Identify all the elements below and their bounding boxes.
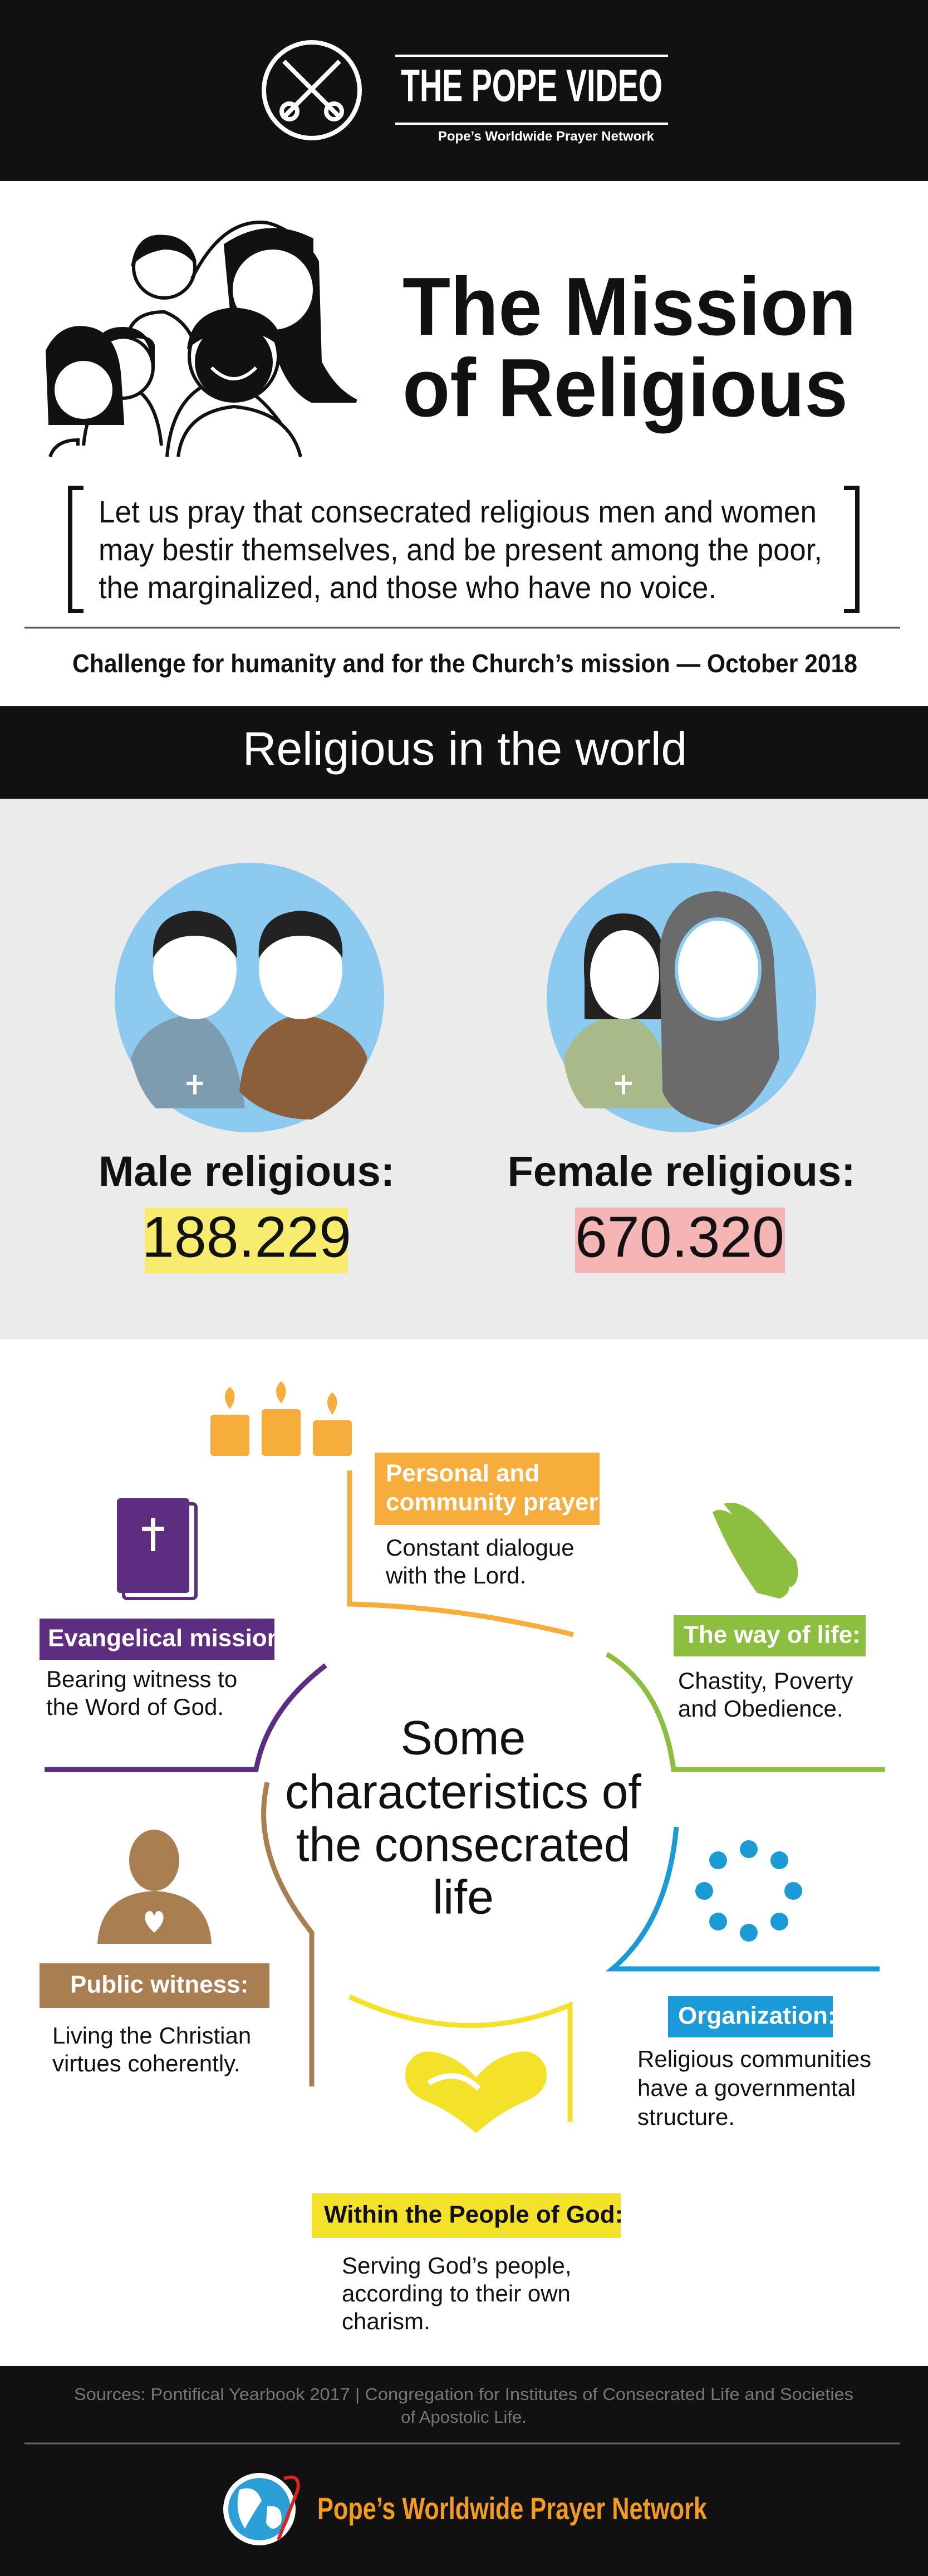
people-illustration bbox=[45, 221, 357, 458]
label-box bbox=[674, 1615, 866, 1656]
stat-highlight bbox=[575, 1208, 785, 1273]
item-title: Organization: bbox=[678, 2002, 836, 2030]
item-text: with the Lord. bbox=[385, 1562, 526, 1588]
male-icon bbox=[115, 863, 384, 1132]
item-title: Public witness: bbox=[70, 1971, 248, 1998]
footer bbox=[0, 2366, 928, 2576]
people-circle-icon bbox=[695, 1840, 802, 1942]
item-title: Personal and bbox=[386, 1460, 539, 1487]
candles-icon bbox=[210, 1381, 352, 1456]
globe-logo bbox=[223, 2473, 300, 2545]
item-text: charism. bbox=[342, 2308, 430, 2334]
item-text: Bearing witness to bbox=[46, 1666, 237, 1692]
center-text: the consecrated bbox=[296, 1819, 630, 1872]
label-box bbox=[668, 1996, 833, 2037]
item-title: Within the People of God: bbox=[324, 2201, 623, 2228]
stat-highlight bbox=[145, 1208, 348, 1273]
sources: of Apostolic Life. bbox=[401, 2407, 527, 2427]
logo bbox=[262, 40, 362, 140]
quote-bracket bbox=[68, 486, 84, 613]
center-text: life bbox=[433, 1871, 494, 1924]
brand-subtitle: Pope’s Worldwide Prayer Network bbox=[438, 129, 655, 144]
label-box bbox=[375, 1453, 600, 1525]
item-title: community prayer: bbox=[386, 1489, 606, 1516]
item-text: Constant dialogue bbox=[386, 1534, 575, 1561]
ring bbox=[45, 1470, 885, 2122]
brand-title: THE POPE VIDEO bbox=[401, 61, 662, 111]
header-band bbox=[0, 0, 928, 181]
item-text: structure. bbox=[637, 2104, 735, 2130]
item-text: have a governmental bbox=[637, 2075, 856, 2101]
sources: Sources: Pontifical Yearbook 2017 | Cong… bbox=[74, 2384, 853, 2404]
network-name: Pope’s Worldwide Prayer Network bbox=[317, 2491, 708, 2526]
item-title: Evangelical mission: bbox=[48, 1625, 290, 1652]
female-icon bbox=[547, 863, 816, 1132]
item-title: The way of life: bbox=[684, 1621, 861, 1649]
center-text: characteristics of bbox=[285, 1766, 642, 1819]
page-title: The Mission bbox=[402, 261, 856, 353]
hands-icon bbox=[713, 1503, 798, 1599]
label-box bbox=[40, 1963, 269, 2008]
stat-label: Female religious: bbox=[507, 1148, 855, 1195]
heart-hands-icon bbox=[405, 2051, 547, 2133]
person-heart-icon bbox=[97, 1830, 212, 1944]
bible-icon bbox=[117, 1498, 198, 1600]
section-band bbox=[0, 706, 928, 799]
item-text: Living the Christian bbox=[52, 2022, 251, 2049]
section-heading: Religious in the world bbox=[243, 722, 687, 775]
item-text: Religious communities bbox=[637, 2046, 871, 2072]
label-box bbox=[40, 1619, 274, 1660]
item-text: the Word of God. bbox=[46, 1694, 224, 1720]
quote-bracket bbox=[844, 486, 860, 613]
stat-value: 670.320 bbox=[575, 1205, 784, 1269]
item-text: and Obedience. bbox=[678, 1695, 843, 1722]
prayer-line: the marginalized, and those who have no … bbox=[99, 570, 716, 605]
item-text: Serving God’s people, bbox=[342, 2252, 572, 2279]
item-text: Chastity, Poverty bbox=[678, 1668, 853, 1694]
center-text: Some bbox=[401, 1712, 526, 1765]
stat-label: Male religious: bbox=[99, 1148, 395, 1195]
prayer-line: Let us pray that consecrated religious m… bbox=[99, 494, 817, 529]
challenge: Challenge for humanity and for the Churc… bbox=[72, 649, 857, 678]
label-box bbox=[312, 2193, 621, 2238]
prayer-line: may bestir themselves, and be present am… bbox=[99, 532, 822, 567]
page-title: of Religious bbox=[402, 342, 848, 434]
item-text: according to their own bbox=[342, 2280, 571, 2306]
item-text: virtues coherently. bbox=[52, 2050, 240, 2076]
stat-value: 188.229 bbox=[142, 1205, 351, 1269]
